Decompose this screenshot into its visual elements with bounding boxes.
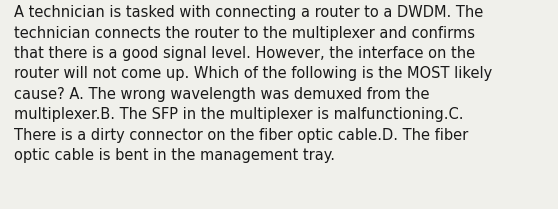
Text: A technician is tasked with connecting a router to a DWDM. The
technician connec: A technician is tasked with connecting a…: [14, 5, 492, 163]
